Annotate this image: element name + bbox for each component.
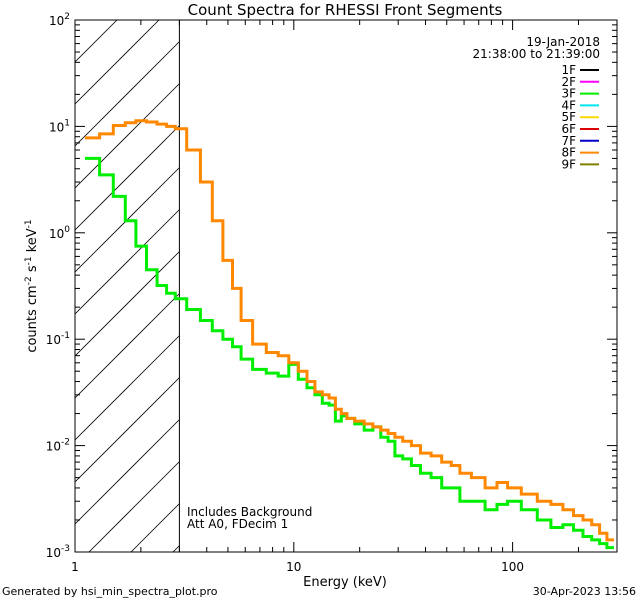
- legend-label-5f: 5F: [561, 110, 576, 124]
- legend-label-8f: 8F: [561, 146, 576, 160]
- y-tick-label: 10-3: [46, 544, 70, 560]
- footer-generated-by: Generated by hsi_min_spectra_plot.pro: [2, 585, 218, 598]
- legend-label-2f: 2F: [561, 75, 576, 89]
- annotation-background: Includes Background: [187, 505, 312, 519]
- y-tick-label: 101: [49, 118, 70, 134]
- annotation-attenuator: Att A0, FDecim 1: [187, 517, 288, 531]
- legend-label-9f: 9F: [561, 157, 576, 171]
- hatch-line: [75, 377, 180, 483]
- hatch-line: [75, 125, 180, 231]
- chart-title: Count Spectra for RHESSI Front Segments: [188, 1, 503, 19]
- hatch-line: [130, 503, 180, 552]
- time-range-label: 21:38:00 to 21:39:00: [473, 47, 600, 61]
- date-label: 19-Jan-2018: [526, 35, 600, 49]
- x-axis-label: Energy (keV): [303, 575, 387, 590]
- x-tick-label: 1: [71, 560, 79, 574]
- y-tick-label: 100: [49, 225, 70, 241]
- x-tick-label: 10: [286, 560, 301, 574]
- legend-label-3f: 3F: [561, 87, 576, 101]
- legend-label-1f: 1F: [561, 63, 576, 77]
- hatch-line: [75, 209, 180, 315]
- legend-label-7f: 7F: [561, 134, 576, 148]
- y-tick-label: 102: [49, 12, 70, 28]
- legend-label-4f: 4F: [561, 98, 576, 112]
- hatch-line: [75, 41, 180, 147]
- y-tick-label: 10-2: [46, 438, 70, 454]
- series-group: [85, 119, 614, 550]
- hatch-line: [172, 545, 180, 552]
- y-axis-label: counts cm-2 s-1 keV-1: [24, 219, 40, 352]
- hatch-line: [75, 419, 180, 525]
- hatch-line: [75, 251, 180, 357]
- legend-label-6f: 6F: [561, 122, 576, 136]
- hatch-line: [75, 335, 180, 441]
- series-8f: [85, 119, 614, 542]
- plot-frame: [74, 19, 618, 553]
- hatch-line: [75, 20, 118, 63]
- hatch-line: [75, 293, 180, 399]
- hatch-line: [75, 83, 180, 189]
- hatch-line: [88, 461, 180, 552]
- axis-ticks: 1 10 100 10-3 10-2 10-1 100 101 102: [46, 12, 618, 574]
- footer-timestamp: 30-Apr-2023 13:56: [533, 585, 636, 598]
- hatch-line: [75, 20, 160, 105]
- x-tick-label: 100: [501, 560, 524, 574]
- y-tick-label: 10-1: [46, 331, 70, 347]
